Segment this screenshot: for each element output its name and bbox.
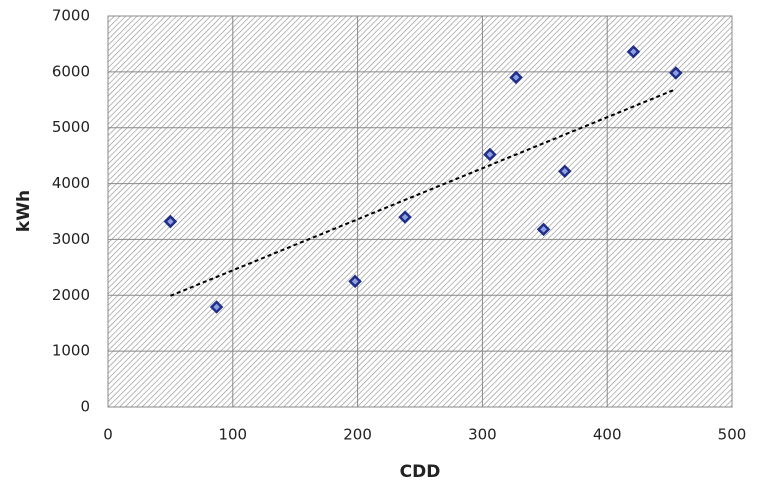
point [163,214,178,229]
y-tick-label: 2000 [52,286,90,304]
y-tick-label: 4000 [52,174,90,192]
point [209,300,224,314]
y-tick-label: 0 [80,398,90,416]
trendline [170,88,677,297]
y-tick-label: 1000 [52,342,90,360]
y-tick-label: 6000 [52,62,90,80]
point [626,44,641,59]
plot-area [107,15,733,408]
y-axis-title: kWh [14,190,34,232]
x-tick-label: 100 [218,426,247,444]
point [398,210,412,224]
y-tick-label: 3000 [52,230,90,248]
point [558,164,572,179]
x-tick-label: 0 [103,426,113,444]
y-tick-label: 7000 [52,7,90,25]
point [483,147,497,162]
x-tick-label: 500 [718,426,747,444]
point [509,70,523,85]
x-tick-label: 300 [468,426,497,444]
point [348,274,362,289]
x-tick-label: 200 [343,426,372,444]
x-tick-label: 400 [593,426,622,444]
point [669,66,683,80]
y-tick-label: 5000 [52,118,90,136]
x-axis-title: CDD [400,462,441,482]
point [536,222,551,237]
